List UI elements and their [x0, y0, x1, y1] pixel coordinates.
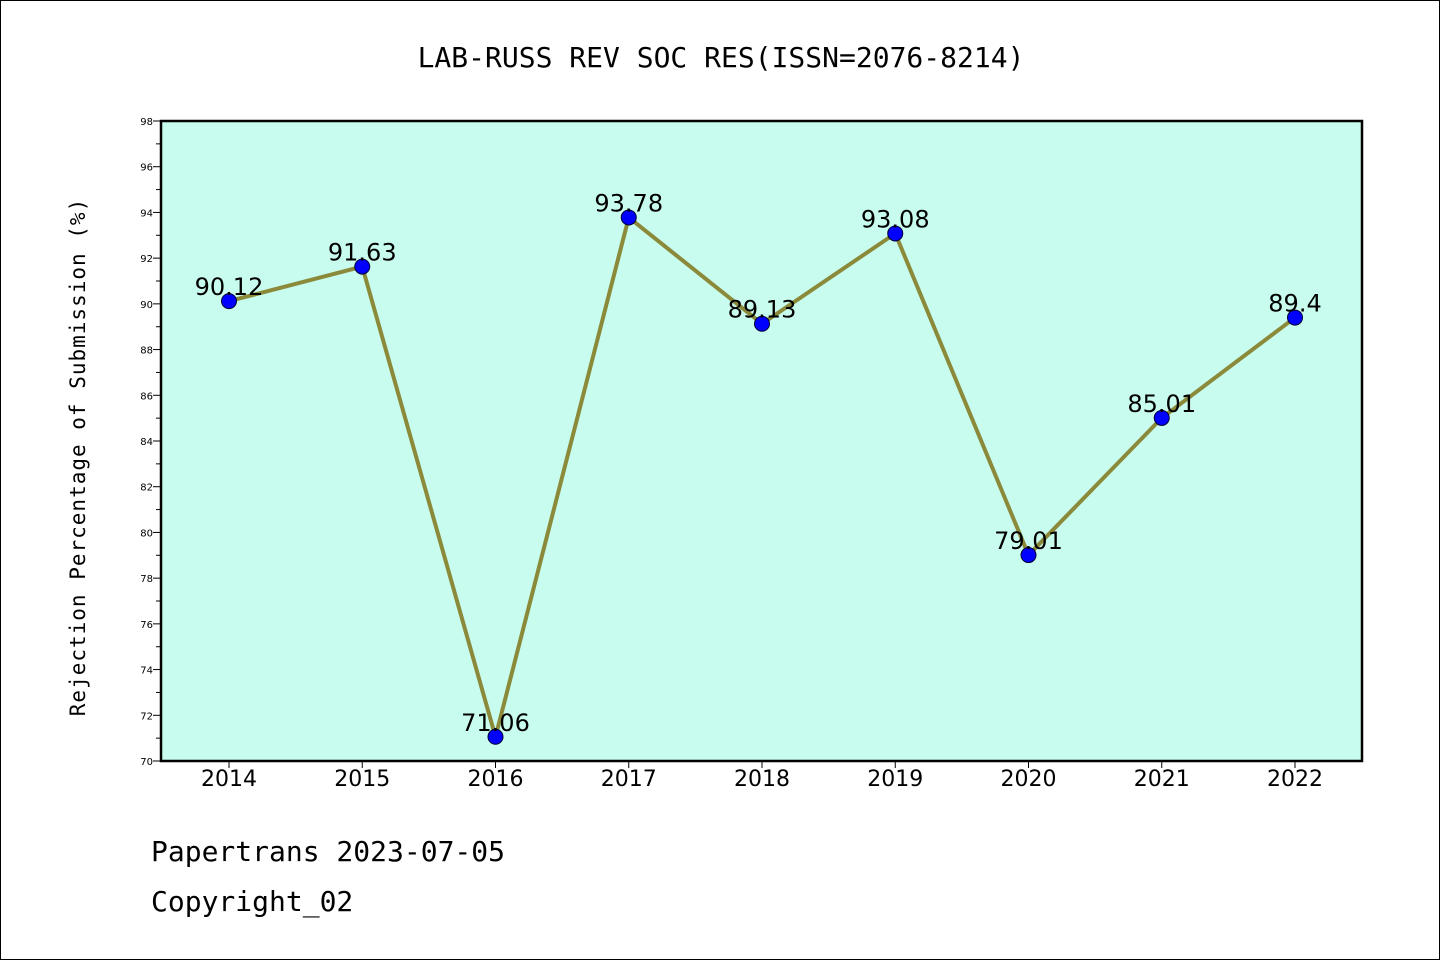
- data-point-marker: [354, 258, 371, 275]
- y-tick-label: 84: [140, 437, 153, 448]
- y-tick-label: 94: [140, 208, 153, 219]
- y-tick-label: 74: [140, 666, 153, 677]
- x-tick-label: 2021: [1134, 767, 1190, 792]
- x-axis-ticks: 2014 2015 2016 2017 2018 2019 2020 2021 2022: [201, 761, 1323, 792]
- x-tick-label: 2018: [734, 767, 790, 792]
- data-label: 91.63: [328, 239, 397, 267]
- y-tick-label: 98: [140, 117, 153, 128]
- data-point-marker: [221, 293, 237, 310]
- data-point-marker: [1287, 309, 1303, 326]
- data-point-marker: [620, 209, 637, 226]
- y-tick-label: 76: [140, 620, 153, 631]
- data-label: 85.01: [1127, 390, 1196, 418]
- y-tick-label: 82: [140, 483, 153, 494]
- x-tick-label: 2020: [1001, 767, 1057, 792]
- data-label: 93.08: [861, 205, 930, 233]
- x-tick-label: 2022: [1267, 767, 1323, 792]
- y-tick-label: 88: [140, 346, 153, 357]
- data-point-marker: [887, 225, 904, 242]
- data-label: 90.12: [195, 273, 264, 301]
- y-tick-label: 78: [140, 574, 153, 585]
- data-point-marker: [1153, 409, 1170, 426]
- x-tick-label: 2016: [468, 767, 524, 792]
- data-label: 79.01: [994, 527, 1063, 555]
- y-tick-label: 90: [140, 300, 153, 311]
- y-axis-ticks: 70 72 74 76 78 80 82 84 86 88 90 92 94 96 98: [140, 117, 161, 768]
- x-tick-label: 2019: [867, 767, 923, 792]
- y-tick-label: 80: [140, 528, 153, 539]
- chart-title: LAB-RUSS REV SOC RES(ISSN=2076-8214): [418, 41, 1025, 74]
- data-point-marker: [1020, 547, 1037, 564]
- y-tick-label: 96: [140, 163, 153, 174]
- y-axis-label: Rejection Percentage of Submission (%): [66, 198, 90, 716]
- data-label: 71.06: [461, 709, 530, 737]
- y-tick-label: 72: [140, 711, 153, 722]
- data-labels: 90.12 91.63 71.06 93.78 89.13 93.08 79.01 85.01…: [195, 189, 1322, 736]
- x-tick-label: 2014: [201, 767, 257, 792]
- data-point-marker: [487, 728, 504, 745]
- data-label: 89.13: [728, 296, 797, 324]
- x-tick-label: 2017: [601, 767, 657, 792]
- y-tick-label: 70: [140, 757, 153, 768]
- plot-area: [159, 119, 1364, 763]
- footer-date-line: Papertrans 2023-07-05: [151, 835, 506, 868]
- data-label: 89.4: [1268, 290, 1321, 318]
- data-label: 93.78: [594, 189, 663, 217]
- x-tick-label: 2015: [334, 767, 390, 792]
- y-tick-label: 86: [140, 391, 153, 402]
- y-tick-label: 92: [140, 254, 153, 265]
- footer-copyright-line: Copyright_02: [151, 885, 354, 918]
- data-point-marker: [754, 315, 770, 332]
- series-group: [221, 209, 1303, 745]
